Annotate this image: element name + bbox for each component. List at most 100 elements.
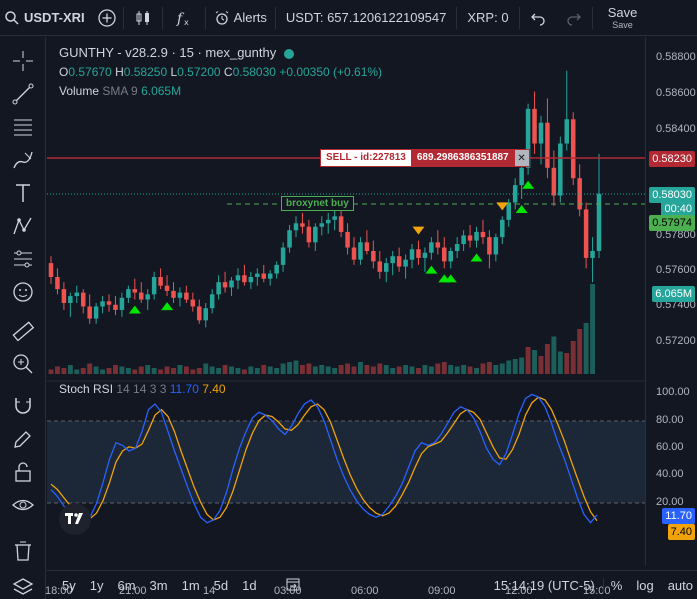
ohlc-close: 0.58030 — [232, 65, 276, 79]
buy-order-label[interactable]: broxynet buy — [281, 196, 354, 211]
volume-bar — [544, 344, 550, 374]
price-chart[interactable] — [47, 37, 645, 565]
candle-body — [332, 216, 337, 220]
candle-body — [538, 122, 544, 144]
volume-bar — [67, 365, 73, 374]
candle-body — [442, 247, 447, 262]
volume-bar — [551, 336, 557, 374]
range-3m[interactable]: 3m — [149, 577, 168, 593]
price-axis-label: 0.57800 — [656, 229, 696, 241]
horizontal-lines-icon[interactable] — [11, 115, 35, 139]
volume-bar — [293, 360, 299, 374]
candle-body — [267, 273, 273, 279]
buy-signal-arrow — [128, 305, 141, 314]
volume-bar — [467, 366, 473, 374]
candle-body — [248, 277, 254, 283]
crosshair-icon[interactable] — [11, 49, 35, 73]
candle-body — [68, 296, 73, 303]
brush-icon[interactable] — [11, 148, 35, 172]
time-label: 09:00 — [428, 585, 456, 597]
save-label: Save — [607, 5, 638, 20]
volume-bar — [564, 353, 570, 374]
candle-body — [177, 292, 183, 298]
magnet-icon[interactable] — [11, 394, 35, 418]
log-toggle[interactable]: log — [636, 577, 654, 593]
candle-body — [377, 261, 383, 272]
volume-bar — [377, 363, 383, 374]
ruler-icon[interactable] — [11, 319, 35, 343]
tradingview-logo[interactable] — [59, 503, 91, 535]
range-1y[interactable]: 1y — [89, 577, 104, 593]
save-button[interactable]: Save Save — [593, 0, 653, 36]
layers-icon[interactable] — [11, 575, 35, 599]
candles-icon — [136, 10, 149, 25]
eye-icon[interactable] — [11, 493, 35, 517]
time-label: 12:00 — [505, 585, 533, 597]
percent-toggle[interactable]: % — [610, 577, 623, 593]
buy-signal-arrow — [522, 180, 535, 189]
candle-body — [461, 235, 466, 245]
volume-value: 6.065M — [141, 84, 182, 98]
zoom-in-icon[interactable] — [11, 352, 35, 376]
pencil-lock-icon[interactable] — [11, 427, 35, 451]
close-icon[interactable]: ✕ — [513, 149, 530, 167]
auto-toggle[interactable]: auto — [667, 577, 693, 593]
lock-icon[interactable] — [11, 460, 35, 484]
volume-bar — [74, 369, 80, 374]
range-1d[interactable]: 1d — [242, 577, 257, 593]
alerts-button[interactable]: Alerts — [206, 0, 275, 36]
candle-body — [235, 275, 241, 281]
volume-bar — [441, 362, 447, 374]
range-1m[interactable]: 1m — [181, 577, 200, 593]
volume-bar — [577, 329, 583, 374]
price-axis[interactable]: 0.58800 0.58600 0.58400 0.57800 0.57600 … — [645, 37, 697, 565]
volume-bar — [332, 368, 338, 374]
candle-body — [229, 280, 234, 288]
candle-body — [209, 294, 215, 309]
pattern-icon[interactable] — [11, 214, 35, 238]
volume-bar — [229, 366, 234, 374]
price-axis-label: 0.57400 — [656, 299, 696, 311]
undo-button[interactable] — [520, 0, 556, 36]
search-icon — [5, 10, 19, 25]
range-5y[interactable]: 5y — [62, 577, 76, 593]
price-axis-label: 0.58400 — [656, 123, 696, 135]
volume-bar — [364, 365, 370, 374]
candle-body — [325, 219, 331, 224]
trend-line-icon[interactable] — [11, 82, 35, 106]
candle-body — [119, 297, 125, 310]
volume-bar — [190, 369, 196, 374]
redo-icon — [566, 13, 581, 26]
emoji-icon[interactable] — [11, 280, 35, 304]
sell-order-label[interactable]: SELL - id:227813 689.2986386351887 ✕ — [320, 149, 530, 167]
text-tool-icon[interactable] — [11, 181, 35, 205]
volume-bar — [280, 363, 286, 374]
volume-bar — [390, 368, 396, 374]
chart-type-button[interactable] — [124, 0, 162, 36]
range-6m[interactable]: 6m — [117, 577, 136, 593]
symbol-search-button[interactable]: USDT-XRI — [0, 0, 91, 36]
clock[interactable]: 15:14:19 (UTC-5) — [486, 577, 604, 593]
divider — [518, 6, 520, 29]
candle-body — [74, 292, 80, 297]
candle-body — [242, 275, 247, 283]
compare-button[interactable] — [91, 0, 123, 36]
trash-icon[interactable] — [11, 539, 35, 563]
candle-body — [383, 263, 389, 272]
prediction-icon[interactable] — [11, 247, 35, 271]
volume-legend: Volume SMA 9 6.065M — [59, 84, 181, 98]
range-5d[interactable]: 5d — [213, 577, 229, 593]
ohlc-legend: O0.57670 H0.58250 L0.57200 C0.58030 +0.0… — [59, 65, 382, 79]
chart-pane[interactable]: GUNTHY - v28.2.9 · 15 · mex_gunthy O0.57… — [45, 37, 645, 597]
candle-body — [338, 216, 344, 232]
volume-tag: 6.065M — [652, 286, 695, 302]
volume-bar — [506, 360, 512, 374]
go-to-date-button[interactable] — [278, 576, 308, 595]
candle-body — [493, 237, 499, 255]
redo-button[interactable] — [556, 0, 592, 36]
volume-bar — [345, 363, 351, 374]
time-label: 06:00 — [351, 585, 379, 597]
candle-body — [100, 301, 105, 307]
xrp-balance-text: XRP: 0 — [467, 10, 509, 25]
